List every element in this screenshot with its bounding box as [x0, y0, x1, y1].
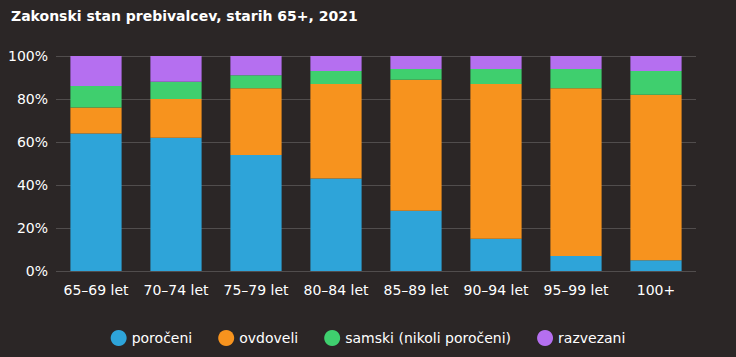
svg-text:90–94 let: 90–94 let: [463, 282, 529, 298]
svg-text:80–84 let: 80–84 let: [303, 282, 369, 298]
svg-text:85–89 let: 85–89 let: [383, 282, 449, 298]
svg-text:razvezani: razvezani: [558, 330, 625, 346]
svg-text:65–69 let: 65–69 let: [63, 282, 129, 298]
svg-text:Zakonski stan prebivalcev, sta: Zakonski stan prebivalcev, starih 65+, 2…: [11, 8, 358, 24]
svg-text:40%: 40%: [17, 177, 48, 193]
svg-text:80%: 80%: [17, 91, 48, 107]
svg-text:samski (nikoli poročeni): samski (nikoli poročeni): [345, 330, 511, 346]
svg-text:75–79 let: 75–79 let: [223, 282, 289, 298]
svg-text:100+: 100+: [637, 282, 675, 298]
svg-text:20%: 20%: [17, 220, 48, 236]
svg-text:0%: 0%: [26, 263, 48, 279]
svg-text:95–99 let: 95–99 let: [543, 282, 609, 298]
svg-text:poročeni: poročeni: [132, 330, 193, 346]
svg-text:ovdoveli: ovdoveli: [239, 330, 298, 346]
svg-text:60%: 60%: [17, 134, 48, 150]
svg-text:100%: 100%: [8, 48, 48, 64]
svg-text:70–74 let: 70–74 let: [143, 282, 209, 298]
